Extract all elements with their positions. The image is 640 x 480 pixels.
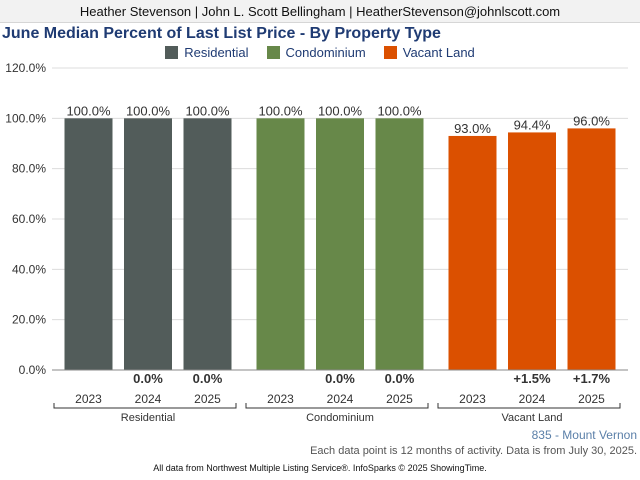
bar-value-label: 96.0% (573, 113, 610, 128)
group-bracket (53, 403, 237, 409)
region-label[interactable]: 835 - Mount Vernon (531, 428, 637, 442)
legend-swatch-vacant-land (383, 46, 397, 59)
bar (316, 118, 364, 370)
group-bracket (437, 403, 621, 409)
y-tick-label: 80.0% (12, 162, 46, 176)
bar-change-label: 0.0% (385, 371, 415, 386)
y-tick-label: 20.0% (12, 313, 46, 327)
legend-label-vacant-land: Vacant Land (402, 45, 475, 60)
bar-value-label: 100.0% (258, 103, 303, 118)
bar-chart: 0.0% 20.0% 40.0% 60.0% 80.0% 100.0% 120.0% 100.… (5, 61, 628, 424)
x-tick-label: 2025 (578, 392, 605, 406)
x-tick-label: 2023 (75, 392, 102, 406)
bar (375, 118, 424, 370)
bar (567, 128, 616, 370)
y-tick-label: 100.0% (5, 111, 46, 125)
agent-contact-line: Heather Stevenson | John L. Scott Bellin… (79, 3, 561, 19)
group-bracket (245, 403, 429, 409)
bar-value-label: 94.4% (514, 117, 551, 132)
bar (256, 118, 305, 370)
x-tick-label: 2024 (327, 392, 354, 406)
x-tick-label: 2025 (386, 392, 413, 406)
legend-item-residential[interactable]: Residential (165, 45, 249, 60)
x-tick-label: 2024 (519, 392, 546, 406)
legend-item-vacant-land[interactable]: Vacant Land (383, 45, 475, 60)
bar-change-label: +1.5% (513, 371, 551, 386)
legend-item-condominium[interactable]: Condominium (266, 45, 366, 60)
bar-value-label: 93.0% (454, 121, 491, 136)
legend-swatch-residential (165, 46, 179, 59)
agent-header-bar: Heather Stevenson | John L. Scott Bellin… (0, 0, 640, 23)
bar-value-label: 100.0% (66, 103, 111, 118)
x-tick-label: 2024 (135, 392, 162, 406)
chart-legend: Residential Condominium Vacant Land (0, 45, 640, 60)
data-credit: All data from Northwest Multiple Listing… (153, 463, 487, 473)
group-label: Residential (121, 412, 175, 424)
x-tick-label: 2023 (267, 392, 294, 406)
legend-label-condominium: Condominium (285, 45, 366, 60)
y-tick-label: 120.0% (5, 61, 46, 75)
x-tick-label: 2025 (194, 392, 221, 406)
bar (508, 132, 556, 370)
bar-change-label: 0.0% (325, 371, 355, 386)
group-label: Condominium (306, 412, 374, 424)
legend-label-residential: Residential (184, 45, 249, 60)
legend-swatch-condominium (266, 46, 280, 59)
bar (448, 135, 497, 370)
bar (64, 118, 113, 370)
bar-change-label: 0.0% (133, 371, 163, 386)
bar-value-label: 100.0% (185, 103, 230, 118)
bar-change-label: 0.0% (193, 371, 223, 386)
y-tick-label: 0.0% (19, 363, 47, 377)
y-tick-label: 40.0% (12, 262, 46, 276)
bar-change-label: +1.7% (573, 371, 611, 386)
group-label: Vacant Land (502, 412, 563, 424)
bar-value-label: 100.0% (318, 103, 363, 118)
chart-title: June Median Percent of Last List Price -… (2, 25, 441, 42)
bar-value-label: 100.0% (377, 103, 422, 118)
y-tick-label: 60.0% (12, 212, 46, 226)
data-note: Each data point is 12 months of activity… (310, 445, 637, 457)
bar-value-label: 100.0% (126, 103, 171, 118)
bar (124, 118, 172, 370)
bar (183, 118, 232, 370)
x-tick-label: 2023 (459, 392, 486, 406)
